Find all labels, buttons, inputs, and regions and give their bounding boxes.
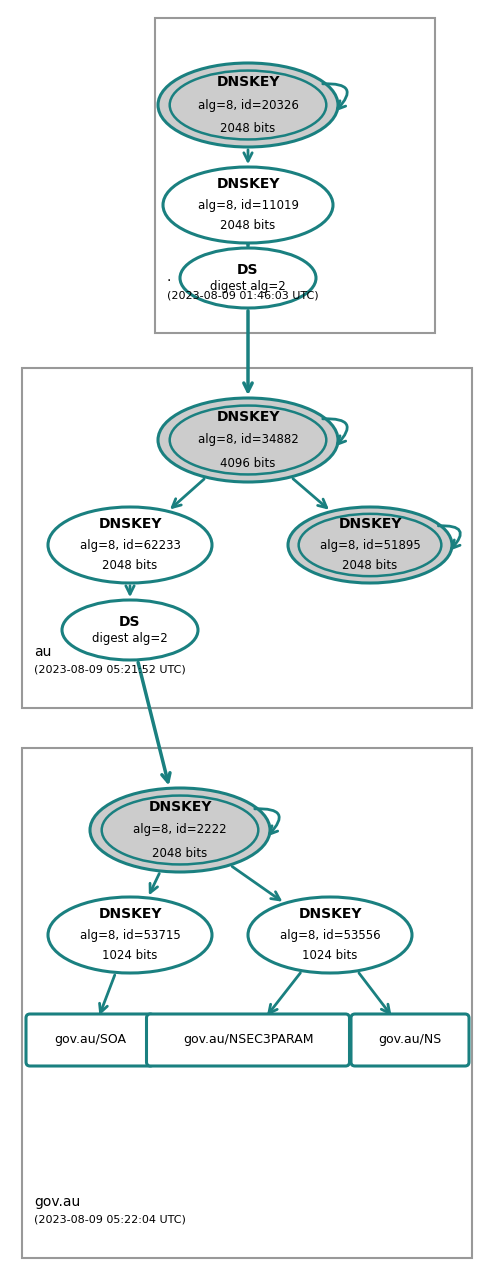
Ellipse shape bbox=[180, 248, 316, 308]
Text: 4096 bits: 4096 bits bbox=[220, 456, 276, 469]
Ellipse shape bbox=[158, 397, 338, 482]
Ellipse shape bbox=[163, 167, 333, 243]
Text: 1024 bits: 1024 bits bbox=[102, 950, 158, 962]
Text: 2048 bits: 2048 bits bbox=[102, 560, 158, 573]
Bar bbox=[155, 18, 435, 334]
Text: .: . bbox=[167, 270, 172, 284]
Text: DNSKEY: DNSKEY bbox=[148, 800, 212, 814]
Text: alg=8, id=53715: alg=8, id=53715 bbox=[80, 929, 181, 942]
Ellipse shape bbox=[62, 599, 198, 659]
Text: DNSKEY: DNSKEY bbox=[216, 178, 280, 192]
Text: (2023-08-09 01:46:03 UTC): (2023-08-09 01:46:03 UTC) bbox=[167, 290, 318, 300]
Text: alg=8, id=2222: alg=8, id=2222 bbox=[133, 823, 227, 837]
FancyBboxPatch shape bbox=[26, 1013, 154, 1066]
FancyBboxPatch shape bbox=[146, 1013, 350, 1066]
Text: alg=8, id=62233: alg=8, id=62233 bbox=[79, 538, 181, 552]
Text: alg=8, id=11019: alg=8, id=11019 bbox=[197, 198, 299, 211]
Text: gov.au/NS: gov.au/NS bbox=[378, 1034, 441, 1047]
Ellipse shape bbox=[248, 897, 412, 973]
Text: digest alg=2: digest alg=2 bbox=[92, 631, 168, 644]
Text: DS: DS bbox=[119, 615, 141, 629]
Text: 2048 bits: 2048 bits bbox=[220, 121, 276, 134]
Text: 2048 bits: 2048 bits bbox=[152, 846, 208, 860]
Bar bbox=[22, 368, 472, 708]
Ellipse shape bbox=[48, 507, 212, 583]
Text: DNSKEY: DNSKEY bbox=[98, 518, 162, 532]
Text: 2048 bits: 2048 bits bbox=[342, 560, 398, 573]
Text: DS: DS bbox=[237, 263, 259, 277]
FancyBboxPatch shape bbox=[351, 1013, 469, 1066]
Text: 2048 bits: 2048 bits bbox=[220, 220, 276, 233]
Text: au: au bbox=[34, 645, 52, 659]
Text: 1024 bits: 1024 bits bbox=[303, 950, 358, 962]
Text: DNSKEY: DNSKEY bbox=[216, 75, 280, 89]
Text: alg=8, id=51895: alg=8, id=51895 bbox=[319, 538, 421, 552]
Ellipse shape bbox=[158, 63, 338, 147]
Text: alg=8, id=20326: alg=8, id=20326 bbox=[197, 98, 299, 111]
Ellipse shape bbox=[288, 507, 452, 583]
Text: gov.au/NSEC3PARAM: gov.au/NSEC3PARAM bbox=[183, 1034, 313, 1047]
Text: DNSKEY: DNSKEY bbox=[98, 907, 162, 921]
Text: gov.au: gov.au bbox=[34, 1195, 80, 1209]
Text: gov.au/SOA: gov.au/SOA bbox=[54, 1034, 126, 1047]
Text: alg=8, id=34882: alg=8, id=34882 bbox=[197, 433, 299, 446]
Bar bbox=[22, 748, 472, 1258]
Text: DNSKEY: DNSKEY bbox=[338, 518, 402, 532]
Text: alg=8, id=53556: alg=8, id=53556 bbox=[280, 929, 380, 942]
Text: digest alg=2: digest alg=2 bbox=[210, 280, 286, 293]
Text: DNSKEY: DNSKEY bbox=[298, 907, 362, 921]
Text: (2023-08-09 05:22:04 UTC): (2023-08-09 05:22:04 UTC) bbox=[34, 1215, 186, 1226]
Ellipse shape bbox=[90, 789, 270, 872]
Ellipse shape bbox=[48, 897, 212, 973]
Text: DNSKEY: DNSKEY bbox=[216, 410, 280, 424]
Text: (2023-08-09 05:21:52 UTC): (2023-08-09 05:21:52 UTC) bbox=[34, 665, 186, 675]
